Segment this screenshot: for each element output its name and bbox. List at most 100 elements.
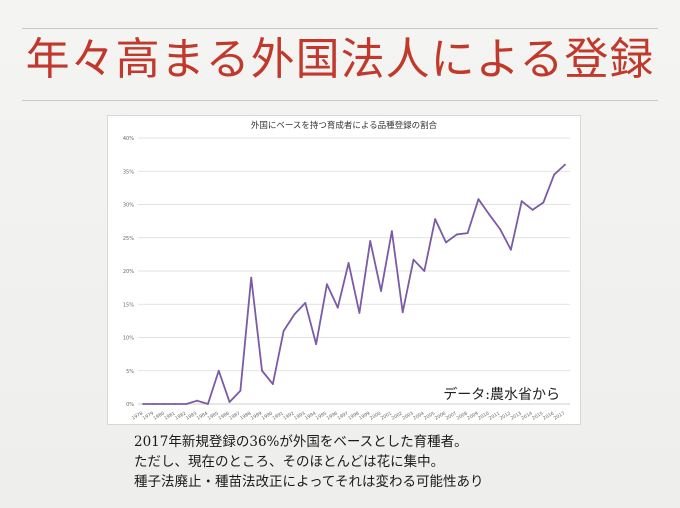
data-point <box>369 240 372 242</box>
data-point <box>315 343 318 346</box>
data-point <box>531 208 534 211</box>
x-tick-label: 1982 <box>174 411 187 422</box>
data-point <box>520 200 523 203</box>
x-tick-label: 2003 <box>401 411 414 422</box>
data-point <box>401 311 404 314</box>
x-tick-label: 1993 <box>293 411 306 422</box>
x-tick-label: 2006 <box>434 411 447 422</box>
data-point <box>499 228 501 231</box>
data-point <box>412 258 415 261</box>
y-tick-label: 35% <box>123 169 134 175</box>
x-tick-label: 2000 <box>369 411 382 422</box>
y-axis-ticks: 0% 5% 10% 15% 20% 25% 30% 35% 40% <box>123 136 134 408</box>
data-point <box>293 313 296 316</box>
x-tick-label: 1991 <box>272 411 285 422</box>
x-tick-label: 2017 <box>553 411 566 422</box>
data-point <box>488 213 491 216</box>
data-point <box>250 276 253 279</box>
data-point <box>347 262 350 264</box>
data-point <box>336 306 339 309</box>
x-tick-label: 2016 <box>542 411 555 422</box>
y-tick-label: 30% <box>123 203 134 209</box>
data-point <box>390 230 393 232</box>
y-tick-label: 25% <box>123 236 134 242</box>
x-tick-label: 1994 <box>304 411 317 422</box>
notes: 2017年新規登録の36%が外国をベースとした育種者。 ただし、現在のところ、そ… <box>134 432 654 492</box>
y-tick-label: 0% <box>126 402 134 408</box>
note-line-1: 2017年新規登録の36%が外国をベースとした育種者。 <box>134 434 468 450</box>
x-tick-label: 1995 <box>315 411 328 422</box>
x-tick-label: 2014 <box>520 411 533 422</box>
note-line-3: 種子法廃止・種苗法改正によってそれは変わる可能性あり <box>134 474 484 490</box>
x-tick-label: 1990 <box>261 411 274 422</box>
data-point <box>185 403 188 405</box>
data-point <box>477 198 480 201</box>
data-point <box>239 389 242 392</box>
x-tick-label: 2009 <box>466 411 479 422</box>
x-tick-label: 1981 <box>163 411 176 422</box>
slide-title: 年々高まる外国法人による登録 <box>25 34 655 85</box>
x-tick-label: 2008 <box>455 411 468 422</box>
data-point <box>553 173 556 176</box>
chart-container: 外国にベースを持つ育成者による品種登録の割合 0% 5% 10% 15% 20% 25% 3… <box>107 115 581 425</box>
x-tick-label: 1984 <box>196 411 209 422</box>
chart-title: 外国にベースを持つ育成者による品種登録の割合 <box>251 120 438 131</box>
data-point <box>445 241 447 244</box>
x-tick-label: 1999 <box>358 411 371 422</box>
data-point <box>152 403 155 405</box>
note-line-2: ただし、現在のところ、そのほとんどは花に集中。 <box>134 454 445 470</box>
data-point <box>142 403 144 405</box>
x-tick-label: 1979 <box>142 411 155 422</box>
x-tick-label: 1987 <box>228 411 241 422</box>
title-bottom-rule <box>22 100 658 101</box>
x-tick-label: 1985 <box>207 411 220 422</box>
x-tick-label: 2001 <box>380 411 393 422</box>
x-tick-label: 1978 <box>131 411 144 422</box>
x-tick-label: 2007 <box>445 411 458 422</box>
data-point <box>228 401 231 403</box>
x-tick-label: 2015 <box>531 411 544 422</box>
data-point <box>282 329 285 332</box>
y-tick-label: 10% <box>123 336 134 342</box>
data-point <box>542 201 545 204</box>
y-tick-label: 40% <box>123 136 134 142</box>
data-points <box>142 163 566 405</box>
x-tick-label: 1986 <box>217 411 230 422</box>
data-point <box>380 290 382 292</box>
data-point <box>207 403 209 405</box>
x-tick-label: 2002 <box>391 411 404 422</box>
data-point <box>163 403 166 405</box>
data-point <box>564 163 566 166</box>
x-tick-label: 2013 <box>510 411 523 422</box>
data-point <box>434 218 437 221</box>
x-tick-label: 1996 <box>326 411 339 422</box>
data-point <box>174 403 177 405</box>
data-point <box>304 302 307 304</box>
x-tick-label: 2012 <box>499 411 512 422</box>
x-tick-label: 1983 <box>185 411 198 422</box>
x-tick-label: 2005 <box>423 411 436 422</box>
data-point <box>358 311 361 314</box>
data-point <box>455 233 458 236</box>
data-point <box>261 369 263 372</box>
data-point <box>326 283 328 286</box>
data-point <box>271 383 274 385</box>
x-tick-label: 2011 <box>488 411 501 422</box>
x-tick-label: 2004 <box>412 411 425 422</box>
y-tick-label: 15% <box>123 302 134 308</box>
x-tick-label: 2010 <box>477 411 490 422</box>
x-tick-label: 1992 <box>282 411 295 422</box>
data-point <box>423 270 426 272</box>
series-line <box>143 163 566 405</box>
x-tick-label: 1980 <box>153 411 166 422</box>
data-point <box>217 369 220 372</box>
data-point <box>196 399 199 402</box>
gridlines <box>138 137 570 405</box>
x-tick-label: 1997 <box>336 411 349 422</box>
data-point <box>509 248 512 251</box>
x-axis-ticks: 1978197919801981198219831984198519861987… <box>131 411 566 422</box>
y-tick-label: 20% <box>123 269 134 275</box>
data-point <box>466 232 469 234</box>
y-tick-label: 5% <box>126 369 134 375</box>
source-label: データ:農水省から <box>443 387 560 403</box>
